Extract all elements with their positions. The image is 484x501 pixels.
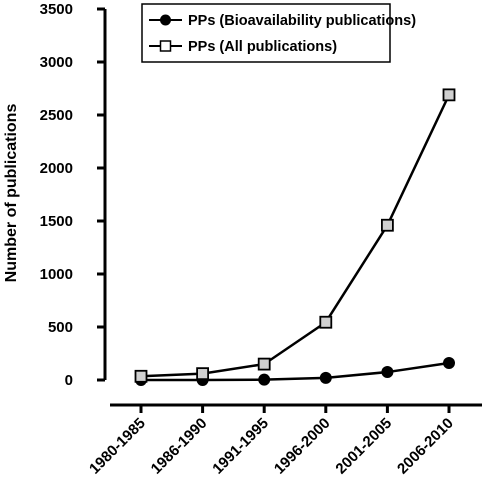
- series-2-line: [140, 94, 451, 378]
- legend-marker-2: [159, 40, 172, 52]
- y-tick-label-3000: 3000: [40, 54, 73, 71]
- x-tick-label-2001-2005: 2001-2005: [332, 415, 395, 478]
- series-1-point-2006-2010: [443, 357, 455, 370]
- series-1-point-1991-1995: [258, 373, 271, 386]
- y-tick-label-500: 500: [48, 319, 73, 336]
- series-2-point-2006-2010: [442, 88, 456, 102]
- series-2-point-1991-1995: [257, 357, 271, 371]
- legend-marker-1: [160, 14, 171, 26]
- legend-box: [141, 3, 391, 63]
- x-tick-label-1996-2000: 1996-2000: [271, 415, 334, 478]
- series-1: [135, 357, 455, 386]
- series-1-point-1996-2000: [319, 371, 332, 384]
- y-tick-label-1500: 1500: [40, 213, 73, 230]
- x-axis: 1980-19851986-19901991-19951996-20002001…: [86, 403, 482, 478]
- series-1-point-2001-2005: [381, 366, 394, 379]
- series-2-point-1980-1985: [134, 369, 148, 383]
- y-tick-label-1000: 1000: [40, 266, 73, 283]
- series-1-line: [141, 361, 450, 382]
- x-tick-label-1986-1990: 1986-1990: [148, 415, 211, 478]
- y-tick-label-0: 0: [65, 372, 73, 389]
- x-tick-label-2006-2010: 2006-2010: [394, 415, 457, 478]
- y-tick-label-2000: 2000: [40, 160, 73, 177]
- y-axis: 0 500 1000 1500 2000 2500 3000 3500: [40, 1, 107, 389]
- y-tick-label-2500: 2500: [40, 107, 73, 124]
- y-tick-label-3500: 3500: [40, 1, 73, 18]
- legend-label-1: PPs (Bioavailability publications): [188, 13, 416, 29]
- series-2-point-2001-2005: [380, 218, 394, 232]
- legend-label-2: PPs (All publications): [188, 39, 337, 55]
- x-tick-label-1991-1995: 1991-1995: [209, 415, 272, 478]
- series-2-point-1996-2000: [319, 315, 333, 329]
- y-axis-title: Number of publications: [3, 104, 20, 283]
- legend: PPs (Bioavailability publications) PPs (A…: [141, 3, 416, 63]
- x-tick-label-1980-1985: 1980-1985: [86, 415, 149, 478]
- series-2-point-1986-1990: [196, 367, 210, 381]
- series-2: [134, 88, 456, 383]
